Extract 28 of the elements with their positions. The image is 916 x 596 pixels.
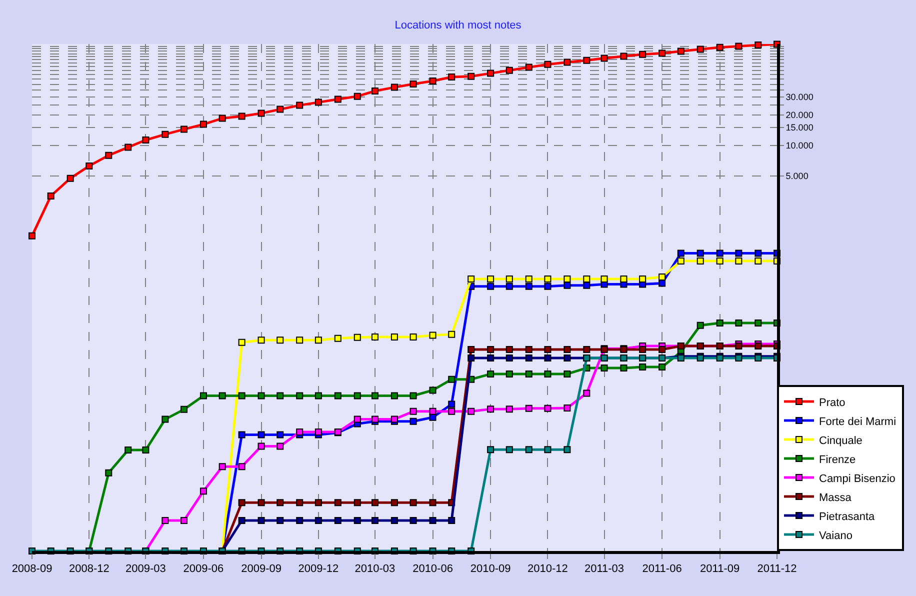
y-tick-label: 5.000 bbox=[786, 171, 808, 182]
legend-label: Prato bbox=[819, 396, 846, 409]
y-tick-label: 30.000 bbox=[786, 92, 814, 102]
x-tick-label: 2011-03 bbox=[584, 563, 624, 576]
x-tick-label: 2010-12 bbox=[528, 563, 568, 576]
chart-title: Locations with most notes bbox=[394, 20, 522, 32]
x-tick-label: 2009-03 bbox=[126, 563, 166, 576]
x-tick-label: 2009-09 bbox=[241, 563, 282, 576]
x-tick-label: 2011-09 bbox=[700, 563, 740, 576]
legend-label: Vaiano bbox=[819, 530, 852, 542]
legend-label: Cinquale bbox=[819, 434, 862, 447]
x-tick-label: 2010-06 bbox=[412, 563, 453, 576]
x-tick-label: 2008-12 bbox=[68, 563, 110, 576]
x-tick-label: 2008-09 bbox=[12, 563, 52, 576]
legend-label: Forte dei Marmi bbox=[819, 416, 896, 428]
legend-label: Firenze bbox=[819, 454, 856, 466]
x-tick-label: 2009-12 bbox=[298, 563, 339, 576]
y-tick-label: 10.000 bbox=[786, 140, 814, 151]
x-tick-label: 2010-09 bbox=[470, 563, 511, 576]
x-tick-label: 2009-06 bbox=[183, 563, 224, 576]
x-tick-label: 2011-12 bbox=[757, 563, 797, 576]
legend-label: Massa bbox=[819, 492, 852, 504]
x-tick-label: 2010-03 bbox=[354, 563, 396, 576]
legend-label: Campi Bisenzio bbox=[819, 472, 896, 485]
y-tick-label: 15.000 bbox=[786, 122, 814, 133]
y-tick-label: 20.000 bbox=[786, 110, 814, 120]
x-tick-label: 2011-06 bbox=[642, 563, 682, 576]
legend-label: Pietrasanta bbox=[819, 510, 876, 523]
